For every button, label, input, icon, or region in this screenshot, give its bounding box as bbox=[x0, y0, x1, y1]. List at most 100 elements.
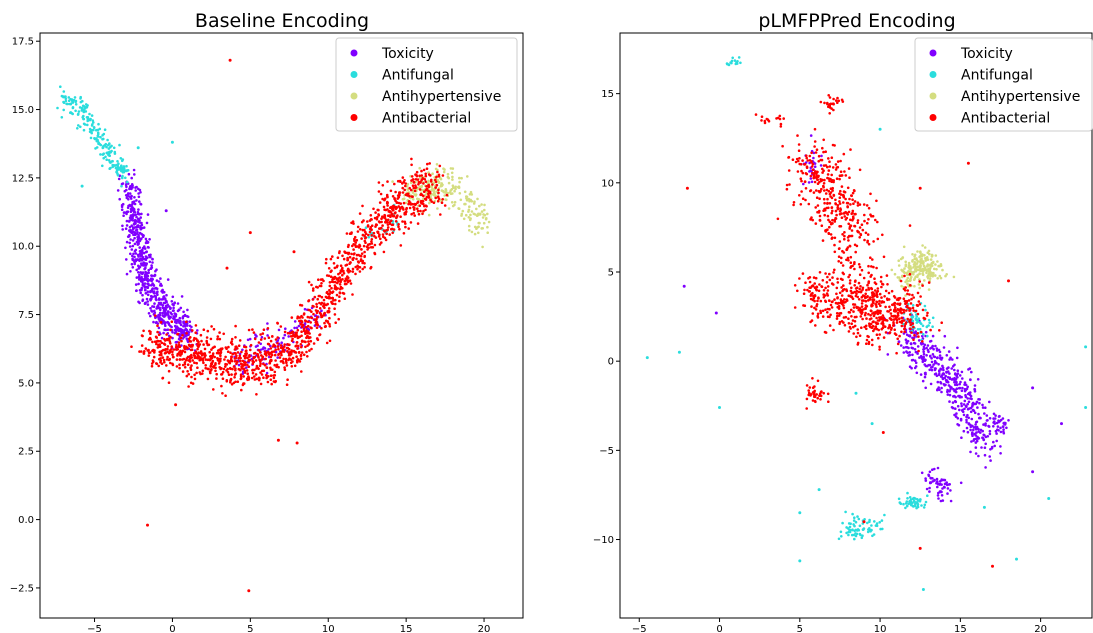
point bbox=[908, 293, 911, 296]
point bbox=[291, 334, 295, 338]
point bbox=[992, 440, 995, 444]
point bbox=[339, 287, 342, 291]
point bbox=[928, 363, 932, 367]
point bbox=[158, 311, 162, 315]
point bbox=[193, 361, 196, 365]
point bbox=[163, 352, 167, 355]
point bbox=[390, 223, 394, 227]
point bbox=[417, 183, 420, 186]
point bbox=[140, 262, 144, 266]
point bbox=[963, 389, 967, 393]
point bbox=[435, 183, 439, 187]
point bbox=[893, 328, 896, 332]
point bbox=[785, 187, 789, 191]
point bbox=[122, 167, 125, 171]
point bbox=[304, 325, 308, 329]
point bbox=[138, 200, 141, 203]
point bbox=[300, 345, 303, 349]
point bbox=[155, 268, 158, 272]
point bbox=[470, 193, 474, 196]
point bbox=[957, 386, 961, 390]
point bbox=[936, 277, 939, 280]
point bbox=[318, 307, 322, 310]
point bbox=[851, 297, 855, 301]
point bbox=[307, 336, 311, 340]
point bbox=[927, 350, 930, 354]
point bbox=[880, 301, 883, 304]
point bbox=[866, 295, 869, 299]
point bbox=[896, 276, 900, 279]
point bbox=[259, 351, 262, 354]
point bbox=[946, 492, 949, 495]
point bbox=[917, 283, 921, 286]
point bbox=[144, 237, 148, 241]
point bbox=[242, 382, 246, 385]
point bbox=[849, 148, 852, 151]
point bbox=[447, 181, 451, 185]
point bbox=[879, 309, 882, 313]
point bbox=[186, 346, 189, 350]
point bbox=[160, 284, 163, 287]
point bbox=[371, 246, 375, 249]
point bbox=[902, 502, 905, 506]
point bbox=[374, 211, 377, 214]
point bbox=[929, 382, 933, 386]
point bbox=[857, 306, 860, 309]
point bbox=[826, 275, 829, 279]
point bbox=[284, 327, 287, 331]
point bbox=[151, 287, 155, 290]
point bbox=[420, 169, 423, 173]
point bbox=[836, 281, 840, 284]
point bbox=[176, 319, 180, 323]
point bbox=[902, 245, 906, 249]
point bbox=[155, 298, 158, 301]
point bbox=[309, 339, 313, 343]
point bbox=[965, 415, 968, 419]
point bbox=[174, 345, 178, 349]
point bbox=[963, 381, 967, 384]
point bbox=[977, 427, 980, 431]
point bbox=[390, 219, 393, 222]
point bbox=[885, 274, 889, 277]
point bbox=[202, 343, 205, 346]
point bbox=[389, 206, 392, 209]
point bbox=[316, 297, 320, 301]
point bbox=[828, 220, 832, 224]
point bbox=[959, 380, 962, 384]
point bbox=[358, 266, 362, 269]
point bbox=[190, 364, 193, 367]
point bbox=[905, 304, 909, 308]
point bbox=[285, 364, 289, 367]
point bbox=[916, 304, 919, 308]
point bbox=[982, 505, 986, 509]
point bbox=[171, 309, 175, 313]
point bbox=[811, 168, 815, 171]
point bbox=[870, 528, 873, 532]
point bbox=[259, 360, 262, 363]
point bbox=[237, 356, 241, 360]
point bbox=[940, 390, 943, 394]
point bbox=[486, 225, 489, 229]
point bbox=[243, 356, 247, 360]
point bbox=[146, 282, 149, 286]
point bbox=[931, 316, 935, 320]
point bbox=[414, 186, 417, 190]
point bbox=[865, 204, 869, 207]
point bbox=[939, 382, 943, 385]
legend-item-antibacterial: Antibacterial bbox=[929, 111, 1050, 127]
point bbox=[413, 214, 417, 217]
point bbox=[116, 189, 120, 192]
point bbox=[853, 261, 856, 264]
point bbox=[855, 335, 858, 339]
point bbox=[870, 265, 873, 268]
point bbox=[219, 367, 222, 371]
point bbox=[153, 302, 156, 305]
point bbox=[286, 343, 290, 346]
point bbox=[887, 291, 891, 295]
point bbox=[971, 434, 974, 438]
point bbox=[121, 228, 124, 231]
point bbox=[271, 345, 275, 348]
point bbox=[847, 322, 851, 325]
point bbox=[947, 350, 951, 353]
point bbox=[1084, 406, 1088, 409]
